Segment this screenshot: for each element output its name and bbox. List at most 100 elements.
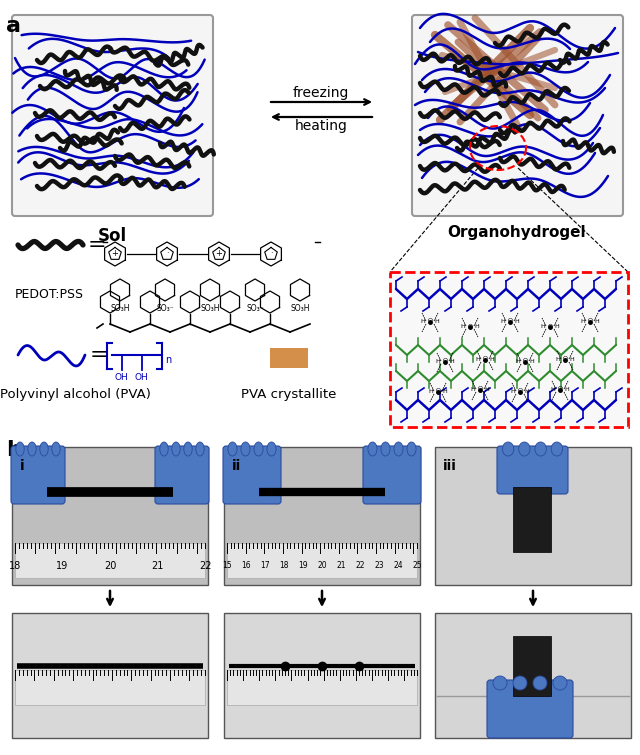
Text: H: H — [511, 389, 515, 394]
Text: 17: 17 — [260, 561, 270, 570]
Text: 16: 16 — [241, 561, 251, 570]
Ellipse shape — [16, 442, 24, 456]
Ellipse shape — [533, 676, 547, 690]
Bar — [270, 348, 308, 368]
Text: H: H — [564, 387, 570, 392]
Text: 15: 15 — [222, 561, 232, 570]
Text: O: O — [483, 356, 488, 362]
Text: H: H — [484, 387, 490, 392]
Text: Polyvinyl alcohol (PVA): Polyvinyl alcohol (PVA) — [0, 388, 150, 401]
Ellipse shape — [551, 442, 563, 456]
FancyBboxPatch shape — [390, 272, 628, 427]
Text: H: H — [450, 359, 454, 364]
Ellipse shape — [518, 442, 530, 456]
Bar — [513, 636, 551, 696]
Text: H: H — [475, 324, 479, 329]
Text: H: H — [530, 359, 534, 364]
Text: H: H — [550, 387, 556, 392]
Ellipse shape — [40, 442, 48, 456]
Text: 18: 18 — [9, 561, 21, 571]
Ellipse shape — [493, 676, 507, 690]
FancyBboxPatch shape — [11, 446, 65, 504]
Text: =: = — [90, 345, 109, 365]
Ellipse shape — [381, 442, 390, 456]
FancyBboxPatch shape — [12, 15, 213, 216]
Bar — [513, 487, 551, 552]
FancyBboxPatch shape — [363, 446, 421, 504]
Text: H: H — [461, 324, 465, 329]
Text: SO₃H: SO₃H — [200, 304, 220, 313]
FancyBboxPatch shape — [412, 15, 623, 216]
Text: +: + — [216, 249, 223, 258]
Text: O: O — [522, 359, 527, 363]
Ellipse shape — [535, 442, 547, 456]
Text: 20: 20 — [104, 561, 116, 571]
Text: iii: iii — [443, 459, 457, 473]
Text: H: H — [556, 357, 561, 362]
Ellipse shape — [368, 442, 377, 456]
Text: O: O — [518, 389, 522, 393]
Bar — [12, 613, 208, 738]
Ellipse shape — [241, 442, 250, 456]
Text: H: H — [580, 319, 586, 324]
Ellipse shape — [196, 442, 204, 456]
Text: =: = — [88, 235, 107, 255]
Text: O: O — [435, 389, 440, 393]
Text: PEDOT:PSS: PEDOT:PSS — [15, 288, 84, 301]
Text: 23: 23 — [374, 561, 384, 570]
Text: H: H — [443, 389, 447, 394]
Text: O: O — [428, 319, 433, 323]
Text: H: H — [476, 357, 481, 362]
Text: n: n — [165, 355, 172, 365]
Text: SO₃⁻: SO₃⁻ — [246, 304, 264, 313]
Text: H: H — [420, 319, 426, 324]
Text: H: H — [570, 357, 574, 362]
Text: H: H — [490, 357, 494, 362]
Text: ·: · — [166, 249, 168, 258]
Text: H: H — [525, 389, 529, 394]
Text: 22: 22 — [199, 561, 211, 571]
Text: PVA crystallite: PVA crystallite — [241, 388, 337, 401]
Text: 21: 21 — [151, 561, 164, 571]
Bar — [435, 447, 631, 585]
Bar — [15, 543, 205, 578]
Text: SO₃H: SO₃H — [291, 304, 310, 313]
Text: 24: 24 — [393, 561, 403, 570]
Ellipse shape — [407, 442, 416, 456]
Bar — [15, 670, 205, 705]
Bar — [435, 613, 631, 738]
Text: heating: heating — [294, 119, 348, 133]
FancyBboxPatch shape — [223, 446, 281, 504]
Text: SO₃H: SO₃H — [110, 304, 130, 313]
Text: O: O — [442, 359, 447, 363]
Ellipse shape — [267, 442, 276, 456]
Text: H: H — [541, 324, 545, 329]
Ellipse shape — [394, 442, 403, 456]
Ellipse shape — [553, 676, 567, 690]
Ellipse shape — [172, 442, 180, 456]
Ellipse shape — [228, 442, 237, 456]
Text: 21: 21 — [336, 561, 346, 570]
Text: H: H — [436, 359, 440, 364]
Text: 18: 18 — [279, 561, 289, 570]
Ellipse shape — [52, 442, 60, 456]
Text: O: O — [557, 387, 563, 392]
Text: b: b — [6, 440, 22, 460]
Text: H: H — [500, 319, 506, 324]
Text: Organohydrogel: Organohydrogel — [448, 225, 586, 240]
Text: ·: · — [269, 249, 272, 258]
Bar — [12, 447, 208, 585]
FancyBboxPatch shape — [497, 446, 568, 494]
Text: freezing: freezing — [293, 86, 349, 100]
Text: i: i — [20, 459, 24, 473]
Text: 22: 22 — [355, 561, 365, 570]
Text: O: O — [467, 323, 472, 328]
Text: OH: OH — [114, 373, 128, 382]
Text: H: H — [555, 324, 559, 329]
Text: 19: 19 — [298, 561, 308, 570]
Bar — [227, 543, 417, 578]
Text: O: O — [563, 356, 568, 362]
Text: 25: 25 — [412, 561, 422, 570]
Bar — [227, 670, 417, 705]
Text: ii: ii — [232, 459, 241, 473]
